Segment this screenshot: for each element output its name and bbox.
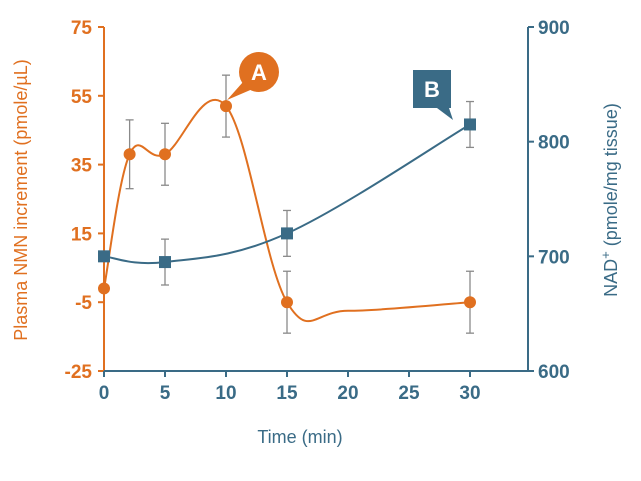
left-tick-label: 75 <box>71 18 93 39</box>
left-tick-label: 55 <box>71 87 93 108</box>
right-tick-label: 700 <box>538 247 570 268</box>
x-tick-label: 15 <box>276 383 298 404</box>
callout-bubble <box>413 70 451 108</box>
data-point <box>123 148 136 161</box>
right-tick-label: 600 <box>538 362 570 383</box>
data-point <box>159 256 171 269</box>
right-tick-label: 800 <box>538 133 570 154</box>
x-tick-label: 20 <box>337 383 358 404</box>
data-point <box>220 100 232 113</box>
left-axis-ticks: 75 55 35 15 -5 -25 <box>65 18 104 383</box>
left-tick-label: 35 <box>71 156 93 177</box>
x-tick-label: 25 <box>398 383 420 404</box>
data-point <box>98 282 110 295</box>
x-tick-label: 10 <box>215 383 236 404</box>
x-axis-title: Time (min) <box>257 427 342 447</box>
callout-bubble <box>239 52 279 92</box>
right-tick-label: 900 <box>538 18 570 39</box>
callout-pointer <box>437 108 453 120</box>
callout-label: B <box>424 77 440 102</box>
left-tick-label: 15 <box>71 224 93 245</box>
series-line <box>103 123 471 265</box>
right-axis-title: NAD+ (pmole/mg tissue) <box>598 103 621 297</box>
left-axis-title: Plasma NMN increment (pmole/µL) <box>11 59 31 340</box>
x-tick-label: 5 <box>160 383 171 404</box>
data-point <box>464 118 476 131</box>
series-left <box>98 74 476 334</box>
right-axis-ticks: 900 800 700 600 <box>528 18 570 383</box>
axes <box>103 27 529 372</box>
data-point <box>98 250 110 263</box>
x-tick-label: 0 <box>99 383 110 404</box>
callouts: AB <box>227 52 453 120</box>
left-tick-label: -25 <box>65 362 93 383</box>
callout-label: A <box>251 60 267 85</box>
x-tick-label: 30 <box>459 383 480 404</box>
data-point <box>281 296 293 309</box>
x-axis-ticks: 0 5 10 15 20 25 30 <box>99 371 481 404</box>
left-tick-label: -5 <box>75 293 92 314</box>
data-point <box>464 296 476 309</box>
series-layer <box>98 74 476 334</box>
data-point <box>281 227 293 240</box>
series-right <box>98 100 476 286</box>
data-point <box>159 148 171 161</box>
